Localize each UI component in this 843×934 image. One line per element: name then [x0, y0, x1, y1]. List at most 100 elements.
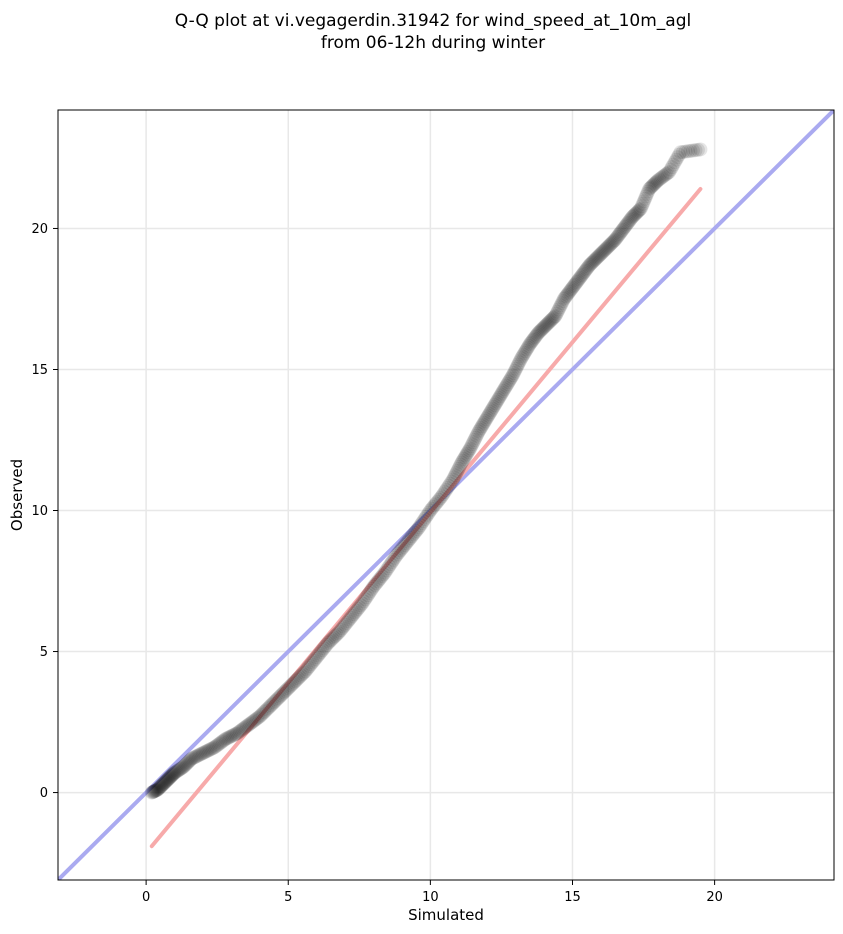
quantile-point — [664, 160, 679, 175]
quantile-point — [690, 142, 705, 157]
quantile-point — [222, 729, 237, 744]
quantile-point — [599, 241, 614, 256]
quantile-point — [147, 784, 162, 799]
quantile-point — [274, 688, 289, 703]
quantile-point — [284, 678, 299, 693]
quantile-point — [543, 314, 558, 329]
quantile-point — [655, 170, 670, 185]
quantile-point — [429, 496, 444, 511]
quantile-point — [673, 145, 688, 160]
quantile-point — [247, 713, 262, 728]
quantile-point — [156, 777, 171, 792]
quantile-point — [333, 623, 348, 638]
quantile-point — [491, 391, 506, 406]
quantile-point — [312, 646, 327, 661]
quantile-point — [330, 626, 345, 641]
quantile-point — [419, 509, 434, 524]
grid-lines — [58, 110, 834, 880]
quantile-point — [207, 740, 222, 755]
quantile-point — [499, 378, 514, 393]
quantile-point — [372, 572, 387, 587]
quantile-point — [650, 173, 665, 188]
quantile-point — [453, 457, 468, 472]
quantile-point — [473, 421, 488, 436]
quantile-point — [617, 220, 632, 235]
quantile-point — [278, 684, 293, 699]
quantile-point — [536, 320, 551, 335]
quantile-point — [402, 532, 417, 547]
quantile-point — [230, 726, 245, 741]
quantile-point — [218, 731, 233, 746]
quantile-point — [458, 448, 473, 463]
quantile-point — [183, 752, 198, 767]
quantile-point — [518, 344, 533, 359]
quantile-point — [424, 501, 439, 516]
quantile-point — [675, 144, 690, 159]
quantile-point — [510, 359, 525, 374]
quantile-point — [367, 577, 382, 592]
quantile-point — [495, 385, 510, 400]
quantile-point — [262, 699, 277, 714]
quantile-point — [276, 685, 291, 700]
quantile-point — [339, 615, 354, 630]
quantile-point — [614, 224, 629, 239]
quantile-point — [498, 380, 513, 395]
quantile-point — [275, 686, 290, 701]
quantile-point — [173, 761, 188, 776]
quantile-point — [624, 211, 639, 226]
quantile-point — [454, 455, 469, 470]
quantile-point — [291, 671, 306, 686]
chart-title-line-2: from 06-12h during winter — [321, 33, 545, 53]
quantile-point — [396, 539, 411, 554]
quantile-point — [609, 231, 624, 246]
quantile-point — [566, 279, 581, 294]
quantile-point — [383, 557, 398, 572]
x-tick-label: 10 — [422, 890, 439, 905]
quantile-point — [217, 733, 232, 748]
quantile-point — [577, 265, 592, 280]
quantile-point — [462, 443, 477, 458]
quantile-point — [170, 763, 185, 778]
quantile-point — [602, 238, 617, 253]
quantile-point — [349, 603, 364, 618]
quantile-point — [560, 287, 575, 302]
quantile-point — [478, 413, 493, 428]
quantile-point — [529, 328, 544, 343]
quantile-point — [479, 412, 494, 427]
quantile-point — [647, 176, 662, 191]
quantile-point — [578, 263, 593, 278]
quantile-point — [652, 172, 667, 187]
quantile-point — [546, 311, 561, 326]
quantile-point — [148, 783, 163, 798]
quantile-point — [180, 755, 195, 770]
quantile-point — [318, 639, 333, 654]
quantile-point — [627, 208, 642, 223]
quantile-point — [309, 650, 324, 665]
quantile-point — [440, 480, 455, 495]
quantile-point — [483, 405, 498, 420]
quantile-point — [595, 245, 610, 260]
quantile-point — [194, 746, 209, 761]
quantile-point — [672, 147, 687, 162]
quantile-point — [245, 714, 260, 729]
fit-line — [149, 186, 703, 849]
quantile-point — [584, 256, 599, 271]
quantile-point — [153, 779, 168, 794]
quantile-point — [592, 248, 607, 263]
quantile-point — [228, 727, 243, 742]
quantile-point — [514, 351, 529, 366]
quantile-point — [248, 712, 263, 727]
quantile-point — [375, 569, 390, 584]
quantile-point — [350, 601, 365, 616]
quantile-point — [640, 186, 655, 201]
quantile-point — [177, 759, 192, 774]
quantile-point — [517, 345, 532, 360]
quantile-point — [159, 773, 174, 788]
quantile-point — [169, 764, 184, 779]
quantile-point — [259, 702, 274, 717]
quantile-point — [693, 142, 708, 157]
quantile-point — [656, 169, 671, 184]
quantile-point — [400, 534, 415, 549]
quantile-point — [555, 294, 570, 309]
quantile-point — [282, 679, 297, 694]
